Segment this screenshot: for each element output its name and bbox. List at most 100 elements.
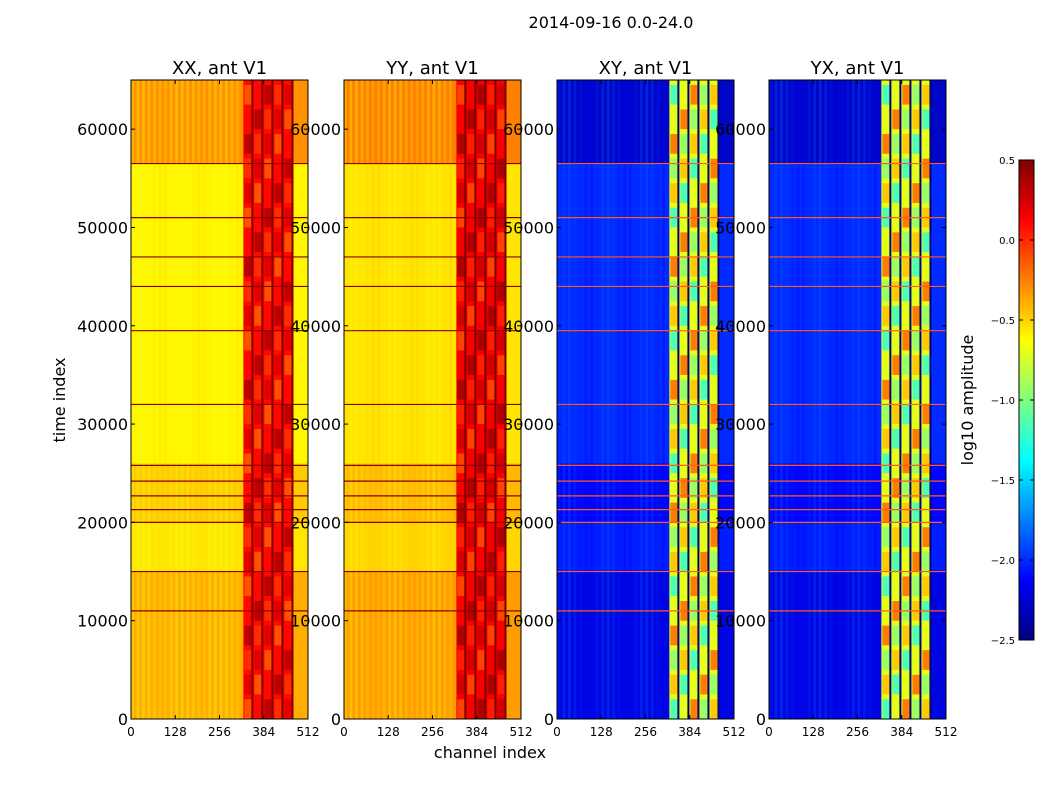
band-cell: [467, 428, 475, 449]
band-cell: [710, 256, 718, 277]
band-cell: [284, 256, 292, 277]
band-cell: [497, 699, 505, 719]
channel-stripe: [829, 80, 833, 719]
band-cell: [690, 527, 698, 547]
band-cell: [670, 551, 678, 572]
band-cell: [284, 527, 292, 547]
band-cell: [264, 379, 272, 400]
band-cell: [244, 379, 252, 400]
band-cell: [882, 453, 890, 474]
channel-stripe: [208, 80, 212, 719]
band-cell: [264, 183, 272, 203]
channel-stripe: [355, 80, 358, 719]
x-axis-label: channel index: [434, 743, 546, 762]
band-cell: [902, 84, 910, 105]
band-cell: [457, 551, 465, 572]
band-cell: [670, 306, 678, 326]
panel-title: YX, ant V1: [810, 58, 905, 79]
band-cell: [254, 158, 262, 179]
band-cell: [882, 84, 890, 105]
band-cell: [670, 428, 678, 449]
band-cell: [912, 84, 920, 105]
band-cell: [700, 478, 708, 498]
band-cell: [680, 281, 688, 302]
band-cell: [487, 699, 495, 719]
band-cell: [274, 576, 282, 597]
channel-stripe: [230, 80, 234, 719]
band-cell: [892, 379, 900, 400]
band-cell: [680, 404, 688, 425]
band-cell: [922, 306, 930, 326]
band-cell: [710, 625, 718, 646]
channel-stripe: [399, 80, 403, 719]
band-cell: [882, 674, 890, 695]
band-cell: [690, 355, 698, 375]
x-tick-label: 256: [208, 725, 231, 739]
band-cell: [244, 84, 252, 105]
band-cell: [497, 306, 505, 326]
y-axis-label: time index: [50, 357, 69, 442]
band-cell: [467, 650, 475, 670]
band-cell: [882, 158, 890, 179]
band-cell: [902, 650, 910, 670]
band-cell: [467, 404, 475, 425]
band-cell: [902, 183, 910, 203]
band-cell: [912, 158, 920, 179]
band-cell: [680, 158, 688, 179]
channel-stripe: [180, 80, 184, 719]
band-cell: [700, 84, 708, 105]
x-tick-label: 0: [127, 725, 135, 739]
channel-stripe: [131, 80, 134, 719]
band-cell: [274, 183, 282, 203]
band-cell: [274, 281, 282, 302]
channel-stripe: [415, 80, 419, 719]
band-cell: [690, 478, 698, 498]
y-tick-label: 30000: [503, 415, 554, 434]
band-cell: [274, 502, 282, 523]
band-cell: [882, 306, 890, 326]
x-tick-label: 128: [590, 725, 613, 739]
band-cell: [892, 699, 900, 719]
channel-stripe: [579, 80, 582, 719]
band-cell: [284, 158, 292, 179]
x-tick-label: 128: [377, 725, 400, 739]
band-cell: [700, 306, 708, 326]
band-cell: [274, 256, 282, 277]
channel-stripe: [818, 80, 822, 719]
band-cell: [457, 158, 465, 179]
channel-stripe: [868, 80, 872, 719]
colorbar-tick-label: 0.5: [999, 156, 1015, 167]
band-cell: [254, 109, 262, 130]
band-cell: [477, 84, 485, 105]
band-cell: [254, 527, 262, 547]
band-cell: [477, 674, 485, 695]
band-cell: [284, 109, 292, 130]
band-cell: [284, 478, 292, 498]
band-cell: [680, 625, 688, 646]
band-cell: [670, 699, 678, 719]
band-separator: [504, 80, 507, 719]
band-cell: [922, 625, 930, 646]
channel-stripe: [449, 80, 452, 719]
band-cell: [922, 183, 930, 203]
band-cell: [892, 84, 900, 105]
band-cell: [457, 674, 465, 695]
band-separator: [474, 80, 477, 719]
band-cell: [254, 404, 262, 425]
band-cell: [477, 404, 485, 425]
band-cell: [922, 256, 930, 277]
band-cell: [670, 330, 678, 351]
band-cell: [254, 183, 262, 203]
band-cell: [457, 306, 465, 326]
y-tick-label: 20000: [715, 513, 766, 532]
channel-stripe: [824, 80, 828, 719]
y-tick-label: 20000: [77, 513, 128, 532]
band-cell: [467, 699, 475, 719]
band-cell: [457, 232, 465, 253]
band-cell: [892, 256, 900, 277]
band-cell: [882, 502, 890, 523]
band-cell: [274, 699, 282, 719]
band-cell: [497, 183, 505, 203]
band-cell: [922, 109, 930, 130]
